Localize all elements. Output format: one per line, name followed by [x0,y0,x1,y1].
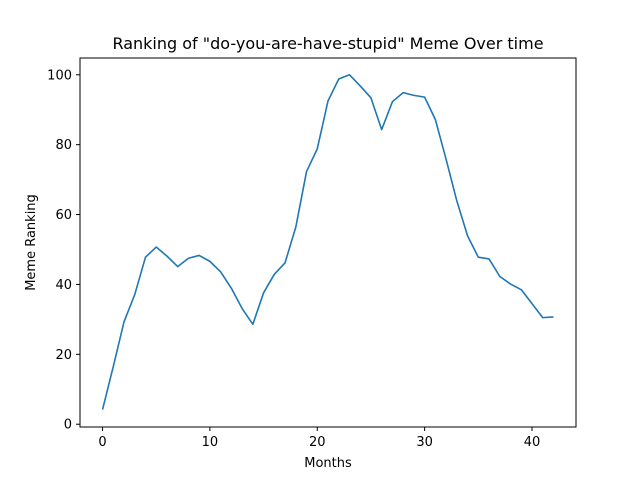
series-line [101,73,554,410]
y-tick-label: 60 [55,208,72,223]
plot-area [101,73,554,410]
x-tick-label: 40 [524,435,541,450]
axes-frame [79,57,577,428]
x-tick-label: 10 [202,435,219,450]
y-tick-label: 40 [55,278,72,293]
chart-title: Ranking of "do-you-are-have-stupid" Meme… [112,34,543,53]
x-axis-label: Months [304,456,352,471]
x-tick-label: 30 [416,435,433,450]
y-tick-label: 100 [47,68,72,83]
y-axis-label: Meme Ranking [24,194,39,291]
y-tick-label: 20 [55,348,72,363]
x-tick-label: 0 [98,435,106,450]
y-tick-label: 80 [55,138,72,153]
axis-ticks: 0 10 20 30 40 0 20 40 60 80 100 [47,68,540,450]
y-tick-label: 0 [64,418,72,433]
x-tick-label: 20 [309,435,326,450]
